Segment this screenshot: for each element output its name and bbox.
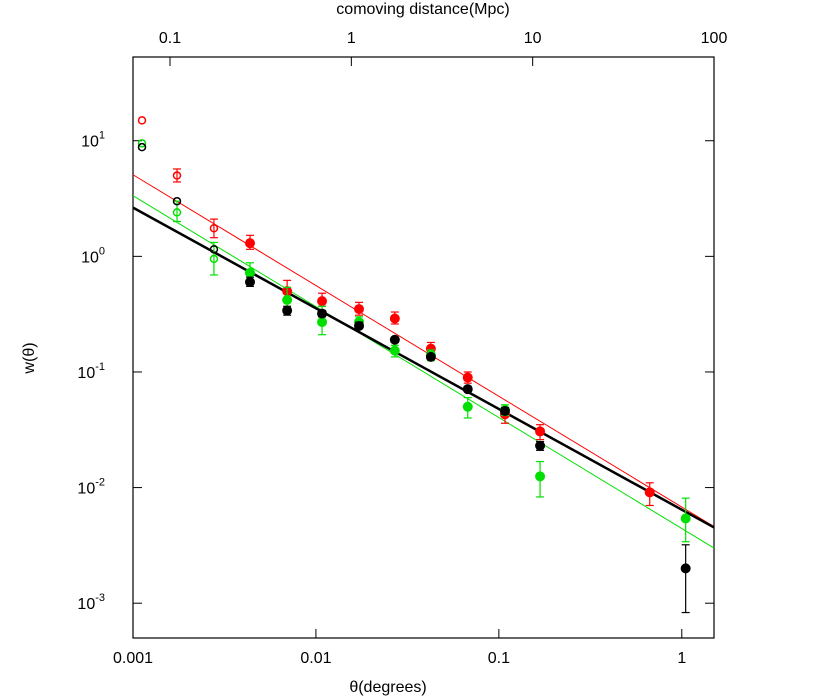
x2-axis-label: comoving distance(Mpc) <box>336 1 509 18</box>
point <box>244 267 255 278</box>
point <box>499 405 510 416</box>
y-tick-label: 100 <box>81 245 105 266</box>
point <box>172 171 182 180</box>
x2-tick-label: 100 <box>701 30 728 47</box>
error-bar <box>209 218 218 239</box>
point <box>462 372 473 383</box>
x-tick-label: 0.01 <box>300 650 331 667</box>
point <box>317 317 328 328</box>
point <box>462 401 473 412</box>
y-axis-label: w(θ) <box>21 342 38 374</box>
point <box>209 245 219 254</box>
x-tick-label: 0.001 <box>113 650 153 667</box>
point <box>244 238 255 249</box>
x2-tick-label: 0.1 <box>159 30 181 47</box>
point <box>209 254 219 264</box>
point <box>209 224 219 233</box>
y-tick-base: 10 <box>81 134 99 151</box>
point <box>137 139 147 148</box>
point <box>644 487 655 498</box>
point <box>282 305 293 316</box>
y-tick-exponent: 1 <box>99 130 105 142</box>
y-tick-label: 10-3 <box>77 592 105 613</box>
point <box>535 471 546 482</box>
point <box>535 426 546 437</box>
y-tick-exponent: -1 <box>95 361 105 373</box>
y-tick-base: 10 <box>77 596 95 613</box>
point <box>680 563 691 574</box>
point <box>680 513 691 524</box>
x-tick-label: 1 <box>677 650 686 667</box>
y-tick-exponent: -3 <box>95 592 105 604</box>
point <box>137 142 147 152</box>
point <box>462 384 473 395</box>
plot-frame <box>132 56 715 639</box>
y-tick-base: 10 <box>77 365 95 382</box>
y-tick-base: 10 <box>81 249 99 266</box>
point <box>282 294 293 305</box>
point <box>535 440 546 451</box>
point <box>389 345 400 356</box>
y-tick-label: 10-2 <box>77 477 105 498</box>
point <box>354 320 365 331</box>
point <box>137 116 147 125</box>
point <box>172 196 182 206</box>
point <box>172 208 182 217</box>
y-tick-base: 10 <box>77 481 95 498</box>
point <box>317 296 328 307</box>
y-tick-exponent: 0 <box>99 245 105 257</box>
point <box>389 313 400 324</box>
point <box>317 308 328 319</box>
fit-line <box>132 195 715 549</box>
x2-tick-label: 10 <box>524 30 542 47</box>
x-axis-label: θ(degrees) <box>349 679 426 696</box>
y-tick-exponent: -2 <box>95 477 105 489</box>
point <box>354 304 365 315</box>
y-tick-label: 101 <box>81 130 105 151</box>
fit-line <box>132 206 715 529</box>
error-bar <box>681 544 690 614</box>
x2-tick-label: 1 <box>347 30 356 47</box>
point <box>425 351 436 362</box>
error-bar <box>173 168 182 183</box>
point <box>244 277 255 288</box>
y-tick-label: 10-1 <box>77 361 105 382</box>
x-tick-label: 0.1 <box>488 650 510 667</box>
error-bar <box>209 241 218 276</box>
fit-line <box>132 174 715 527</box>
point <box>389 334 400 345</box>
